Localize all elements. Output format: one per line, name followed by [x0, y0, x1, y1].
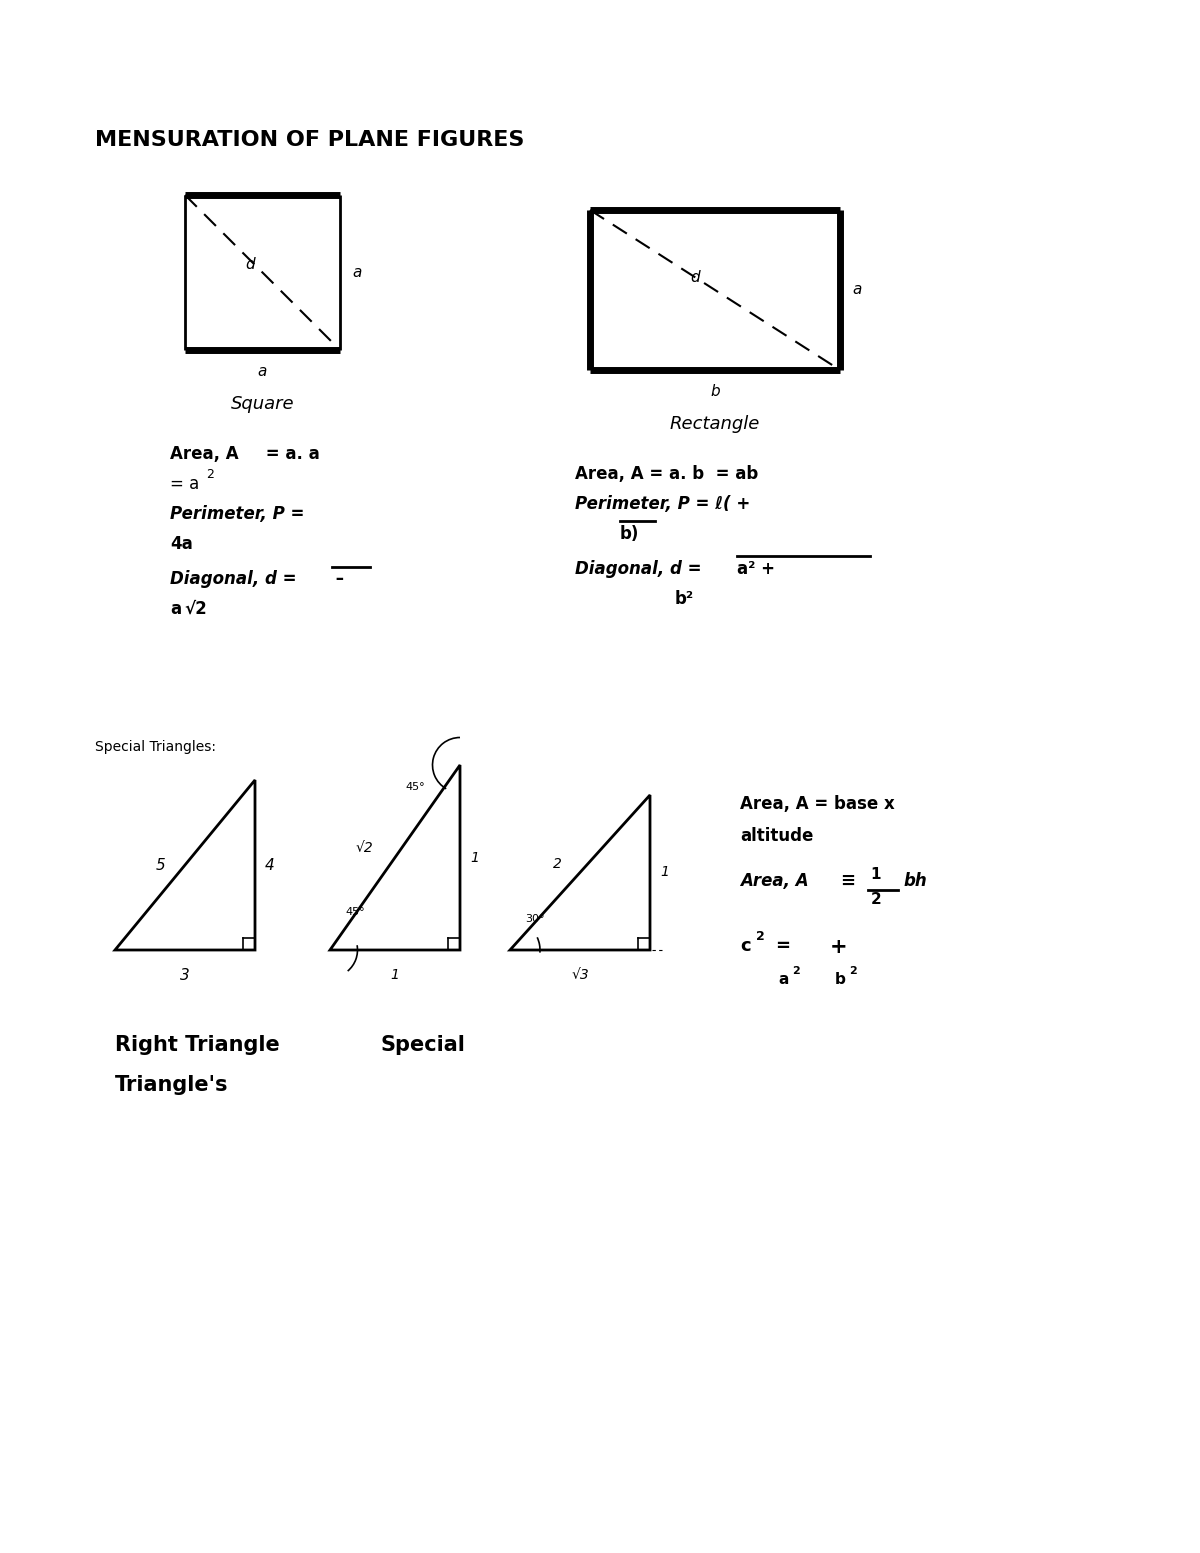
Text: Square: Square	[230, 394, 294, 413]
Text: d: d	[245, 258, 254, 272]
Text: 1: 1	[660, 865, 668, 879]
Text: √2: √2	[184, 599, 206, 618]
Text: Perimeter, P =: Perimeter, P =	[170, 505, 305, 523]
Text: +: +	[830, 936, 847, 957]
Text: 2: 2	[206, 467, 214, 481]
Text: Triangle's: Triangle's	[115, 1075, 228, 1095]
Text: bh: bh	[904, 871, 926, 890]
Text: 45°: 45°	[346, 907, 365, 916]
Text: Area, A = a. b  = ab: Area, A = a. b = ab	[575, 464, 758, 483]
Text: = a. a: = a. a	[260, 446, 319, 463]
Text: Perimeter, P = ℓ( +: Perimeter, P = ℓ( +	[575, 495, 750, 512]
Text: =: =	[775, 936, 790, 955]
Text: Rectangle: Rectangle	[670, 415, 760, 433]
Text: 2: 2	[850, 966, 857, 975]
Text: Diagonal, d =: Diagonal, d =	[170, 570, 296, 589]
Text: √2: √2	[355, 840, 373, 854]
Text: a: a	[170, 599, 181, 618]
Text: 45°: 45°	[406, 783, 425, 792]
Text: 4a: 4a	[170, 534, 193, 553]
Text: d: d	[690, 270, 700, 284]
Text: 1: 1	[870, 867, 881, 882]
Text: = a: = a	[170, 475, 199, 492]
Text: ≡: ≡	[840, 871, 856, 890]
Text: 2: 2	[871, 891, 882, 907]
Text: 2: 2	[756, 930, 764, 943]
Text: Diagonal, d =: Diagonal, d =	[575, 561, 702, 578]
Text: a: a	[852, 283, 862, 298]
Text: 1: 1	[470, 851, 479, 865]
Text: Special Triangles:: Special Triangles:	[95, 739, 216, 755]
Text: 5: 5	[155, 857, 166, 873]
Text: b: b	[835, 972, 846, 988]
Text: 2: 2	[792, 966, 799, 975]
Text: Special: Special	[380, 1034, 464, 1054]
Text: a: a	[258, 363, 268, 379]
Text: 3: 3	[180, 968, 190, 983]
Text: a² +: a² +	[737, 561, 775, 578]
Text: b: b	[710, 384, 720, 399]
Text: 1: 1	[390, 968, 400, 981]
Text: 30°: 30°	[526, 915, 545, 924]
Text: b²: b²	[674, 590, 694, 609]
Text: c: c	[740, 936, 751, 955]
Text: a: a	[778, 972, 788, 988]
Text: Area, A = base x: Area, A = base x	[740, 795, 895, 814]
Text: Right Triangle: Right Triangle	[115, 1034, 280, 1054]
Text: 2: 2	[553, 857, 562, 871]
Text: b): b)	[620, 525, 640, 544]
Text: Area, A: Area, A	[170, 446, 239, 463]
Text: Area, A: Area, A	[740, 871, 809, 890]
Text: MENSURATION OF PLANE FIGURES: MENSURATION OF PLANE FIGURES	[95, 130, 524, 151]
Text: a: a	[352, 266, 361, 280]
Text: √3: √3	[571, 968, 589, 981]
Text: altitude: altitude	[740, 828, 814, 845]
Text: –: –	[330, 570, 344, 589]
Text: 4: 4	[265, 857, 275, 873]
